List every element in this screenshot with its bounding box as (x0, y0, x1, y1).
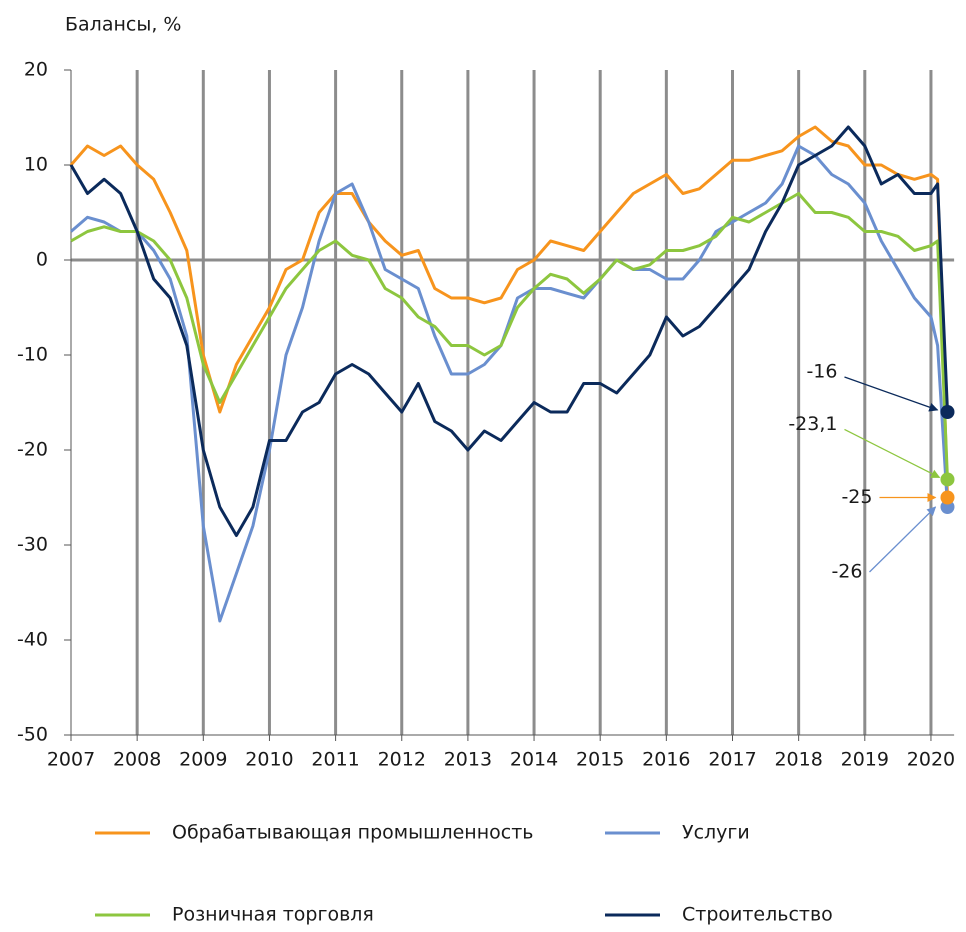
y-tick-label: 20 (24, 59, 48, 81)
x-tick-label: 2012 (378, 749, 426, 771)
y-tick-label: 0 (36, 249, 48, 271)
series-line (69, 125, 949, 498)
annotation-label: -16 (806, 361, 837, 383)
x-tick-label: 2019 (841, 749, 889, 771)
annotation-label: -26 (831, 561, 862, 583)
x-tick-label: 2018 (774, 749, 822, 771)
end-marker (940, 490, 955, 505)
y-tick-label: -20 (17, 439, 48, 461)
y-tick-label: -10 (17, 344, 48, 366)
y-tick-label: -40 (17, 629, 48, 651)
x-tick-label: 2008 (113, 749, 161, 771)
x-tick-label: 2011 (311, 749, 359, 771)
legend-label: Услуги (682, 822, 750, 844)
x-tick-label: 2017 (708, 749, 756, 771)
legend-label: Обрабатывающая промышленность (172, 822, 534, 844)
series-line (70, 192, 949, 480)
x-tick-label: 2007 (47, 749, 95, 771)
annotation-arrow (869, 506, 937, 573)
annotation-arrow (844, 428, 941, 479)
annotation-arrow (844, 376, 939, 412)
x-tick-label: 2020 (907, 749, 955, 771)
y-tick-label: 10 (24, 154, 48, 176)
legend-label: Строительство (682, 904, 833, 926)
legend-label: Розничная торговля (172, 904, 374, 926)
end-marker (940, 405, 955, 419)
series-line (69, 125, 949, 537)
x-tick-label: 2009 (179, 749, 227, 771)
annotation-label: -23,1 (788, 413, 837, 435)
x-tick-label: 2010 (245, 749, 293, 771)
y-tick-label: -30 (17, 534, 48, 556)
annotation-label: -25 (841, 486, 872, 508)
x-tick-label: 2014 (510, 749, 558, 771)
end-marker (940, 472, 955, 487)
x-tick-label: 2013 (444, 749, 492, 771)
x-tick-label: 2016 (642, 749, 690, 771)
x-tick-label: 2015 (576, 749, 624, 771)
y-tick-label: -50 (17, 724, 48, 746)
y-axis-label: Балансы, % (65, 14, 181, 36)
